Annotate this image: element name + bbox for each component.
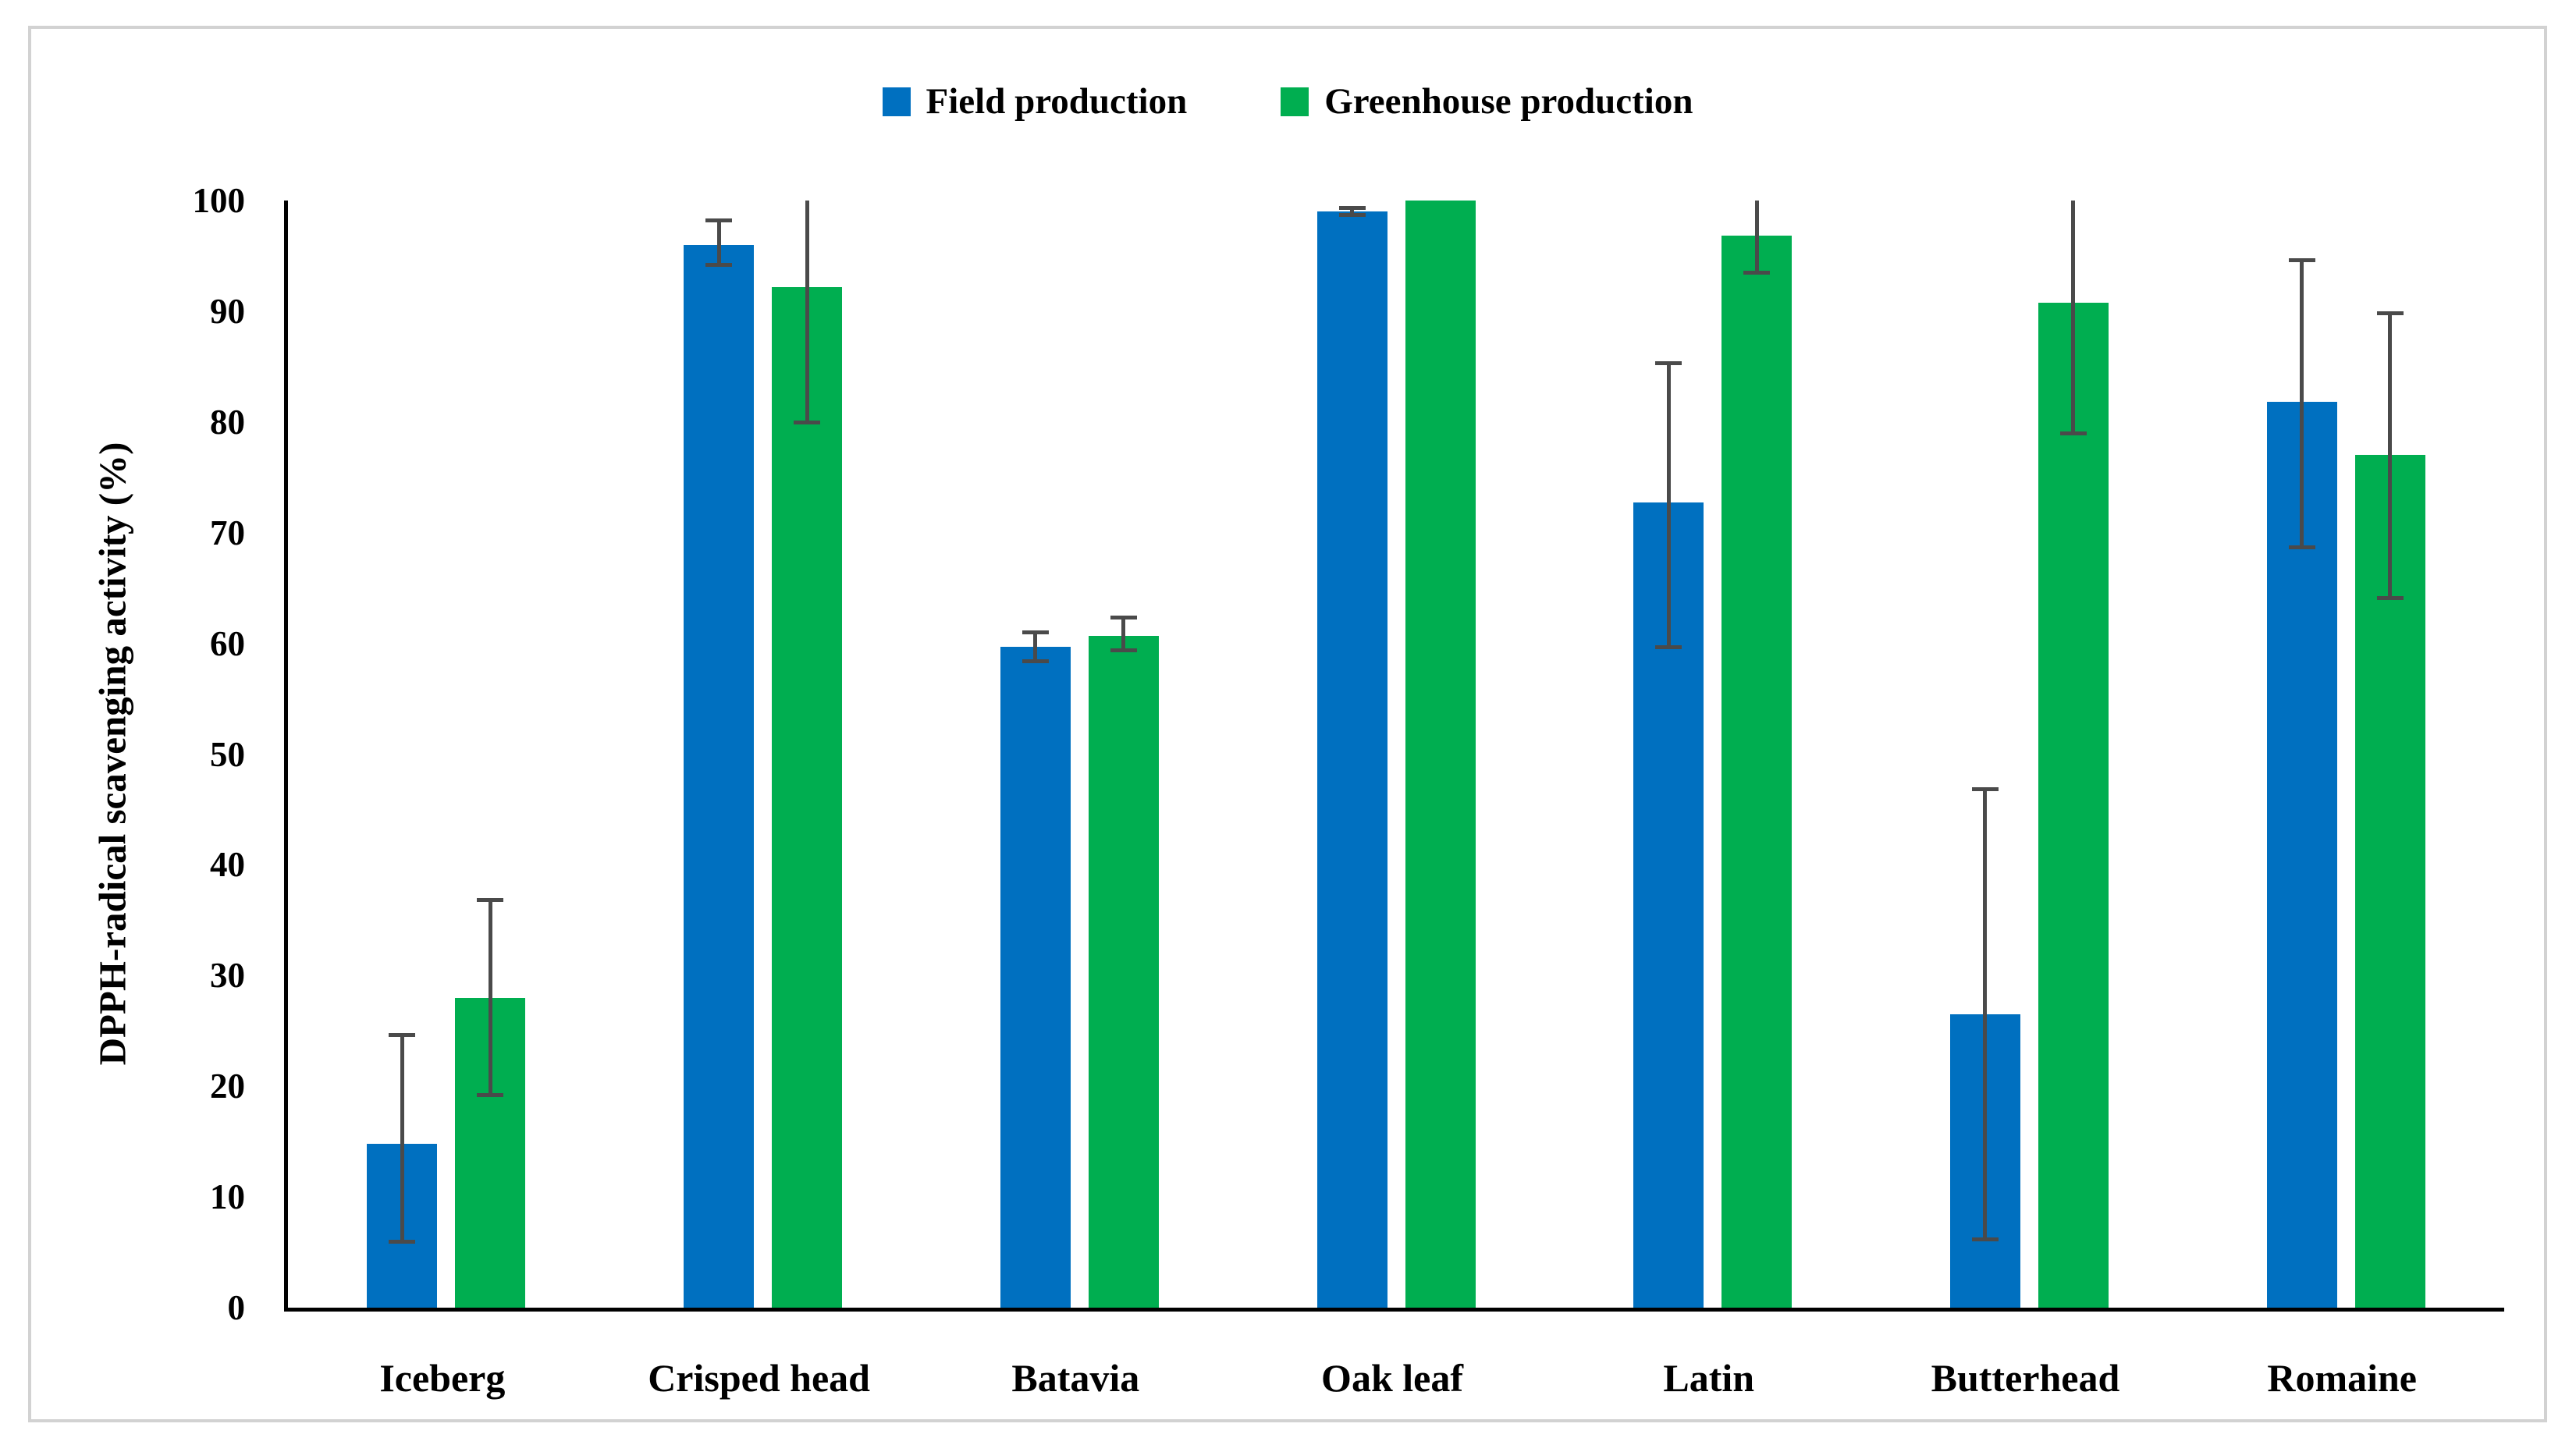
- error-bar-cap-bottom: [2059, 431, 2087, 435]
- error-bar-cap-top: [1655, 360, 1682, 365]
- bar-group-latin: [1554, 201, 1871, 1308]
- y-tick-label: 20: [210, 1067, 245, 1106]
- error-bar: [794, 201, 821, 424]
- bar: [1316, 206, 1387, 1308]
- y-tick-label: 60: [210, 623, 245, 663]
- bar: [1721, 201, 1793, 1308]
- bar: [1000, 630, 1071, 1308]
- error-bar-cap-top: [1338, 206, 1366, 211]
- error-bar-cap-top: [2376, 311, 2404, 315]
- chart-legend: Field production Greenhouse production: [31, 80, 2544, 122]
- bar-group-batavia: [921, 201, 1238, 1308]
- error-bar-cap-top: [389, 1033, 416, 1038]
- x-category-label: Butterhead: [1931, 1356, 2120, 1400]
- error-bar-cap-bottom: [1338, 213, 1366, 218]
- error-bar-cap-top: [477, 897, 504, 902]
- y-tick-label: 90: [210, 291, 245, 331]
- error-bar: [2288, 257, 2315, 549]
- bar-group-crisped-head: [605, 201, 922, 1308]
- y-tick-label: 0: [227, 1288, 246, 1327]
- bar: [772, 201, 843, 1308]
- y-tick-label: 30: [210, 956, 245, 996]
- error-bar: [705, 218, 733, 268]
- error-bar-cap-bottom: [389, 1239, 416, 1244]
- y-tick-label: 10: [210, 1177, 245, 1217]
- error-bar-cap-top: [1022, 630, 1049, 634]
- error-bar-cap-bottom: [1022, 659, 1049, 664]
- error-bar: [389, 1033, 416, 1244]
- error-bar-cap-bottom: [2376, 596, 2404, 601]
- y-tick-label: 80: [210, 402, 245, 442]
- error-bar: [1338, 206, 1366, 218]
- error-bar: [1743, 201, 1771, 275]
- error-bar: [1110, 616, 1137, 652]
- x-category-label: Romaine: [2267, 1356, 2417, 1400]
- chart-figure: Field production Greenhouse production DP…: [28, 26, 2547, 1422]
- bar: [1633, 360, 1704, 1308]
- legend-swatch-icon: [1281, 87, 1309, 116]
- bar: [2038, 201, 2109, 1308]
- legend-item: Field production: [882, 80, 1188, 122]
- bar-group-butterhead: [1871, 201, 2188, 1308]
- y-tick-label: 50: [210, 734, 245, 774]
- error-bar-cap-bottom: [1655, 644, 1682, 649]
- error-bar: [1022, 630, 1049, 664]
- bar: [1949, 787, 2020, 1308]
- error-bar-cap-top: [1971, 787, 1999, 792]
- y-tick-label: 100: [192, 181, 246, 220]
- bar: [2266, 257, 2337, 1308]
- bar: [455, 897, 526, 1308]
- x-category-label: Latin: [1663, 1356, 1755, 1400]
- error-bar-cap-bottom: [1110, 648, 1137, 652]
- error-bar: [2059, 201, 2087, 435]
- bar: [2354, 311, 2425, 1308]
- x-category-label: Oak leaf: [1321, 1356, 1463, 1400]
- error-bar: [477, 897, 504, 1098]
- error-bar-cap-bottom: [477, 1093, 504, 1098]
- error-bar-cap-top: [2288, 257, 2315, 262]
- x-category-label: Batavia: [1011, 1356, 1140, 1400]
- bar: [1088, 616, 1159, 1308]
- bar: [1405, 201, 1476, 1308]
- error-bar-cap-top: [1110, 616, 1137, 620]
- error-bar-cap-bottom: [1971, 1237, 1999, 1241]
- error-bar-cap-bottom: [794, 420, 821, 424]
- error-bar-cap-bottom: [1743, 271, 1771, 275]
- legend-label: Greenhouse production: [1324, 81, 1693, 122]
- error-bar: [1655, 360, 1682, 649]
- bar: [367, 1033, 438, 1308]
- y-tick-label: 40: [210, 845, 245, 885]
- bar-group-iceberg: [288, 201, 605, 1308]
- bar-group-romaine: [2187, 201, 2504, 1308]
- x-category-label: Iceberg: [379, 1356, 506, 1400]
- error-bar-cap-bottom: [705, 263, 733, 268]
- error-bar-cap-bottom: [2288, 545, 2315, 549]
- error-bar: [2376, 311, 2404, 601]
- y-tick-label: 70: [210, 513, 245, 552]
- legend-item: Greenhouse production: [1281, 80, 1693, 122]
- x-category-label: Crisped head: [648, 1356, 870, 1400]
- legend-label: Field production: [926, 81, 1188, 122]
- bar: [684, 218, 755, 1308]
- plot-area: [284, 201, 2504, 1312]
- bar-group-oak-leaf: [1238, 201, 1554, 1308]
- legend-swatch-icon: [882, 87, 911, 116]
- x-axis-category-labels: Iceberg Crisped head Batavia Oak leaf Latin B…: [284, 1355, 2500, 1401]
- error-bar: [1971, 787, 1999, 1241]
- error-bar-cap-top: [705, 218, 733, 222]
